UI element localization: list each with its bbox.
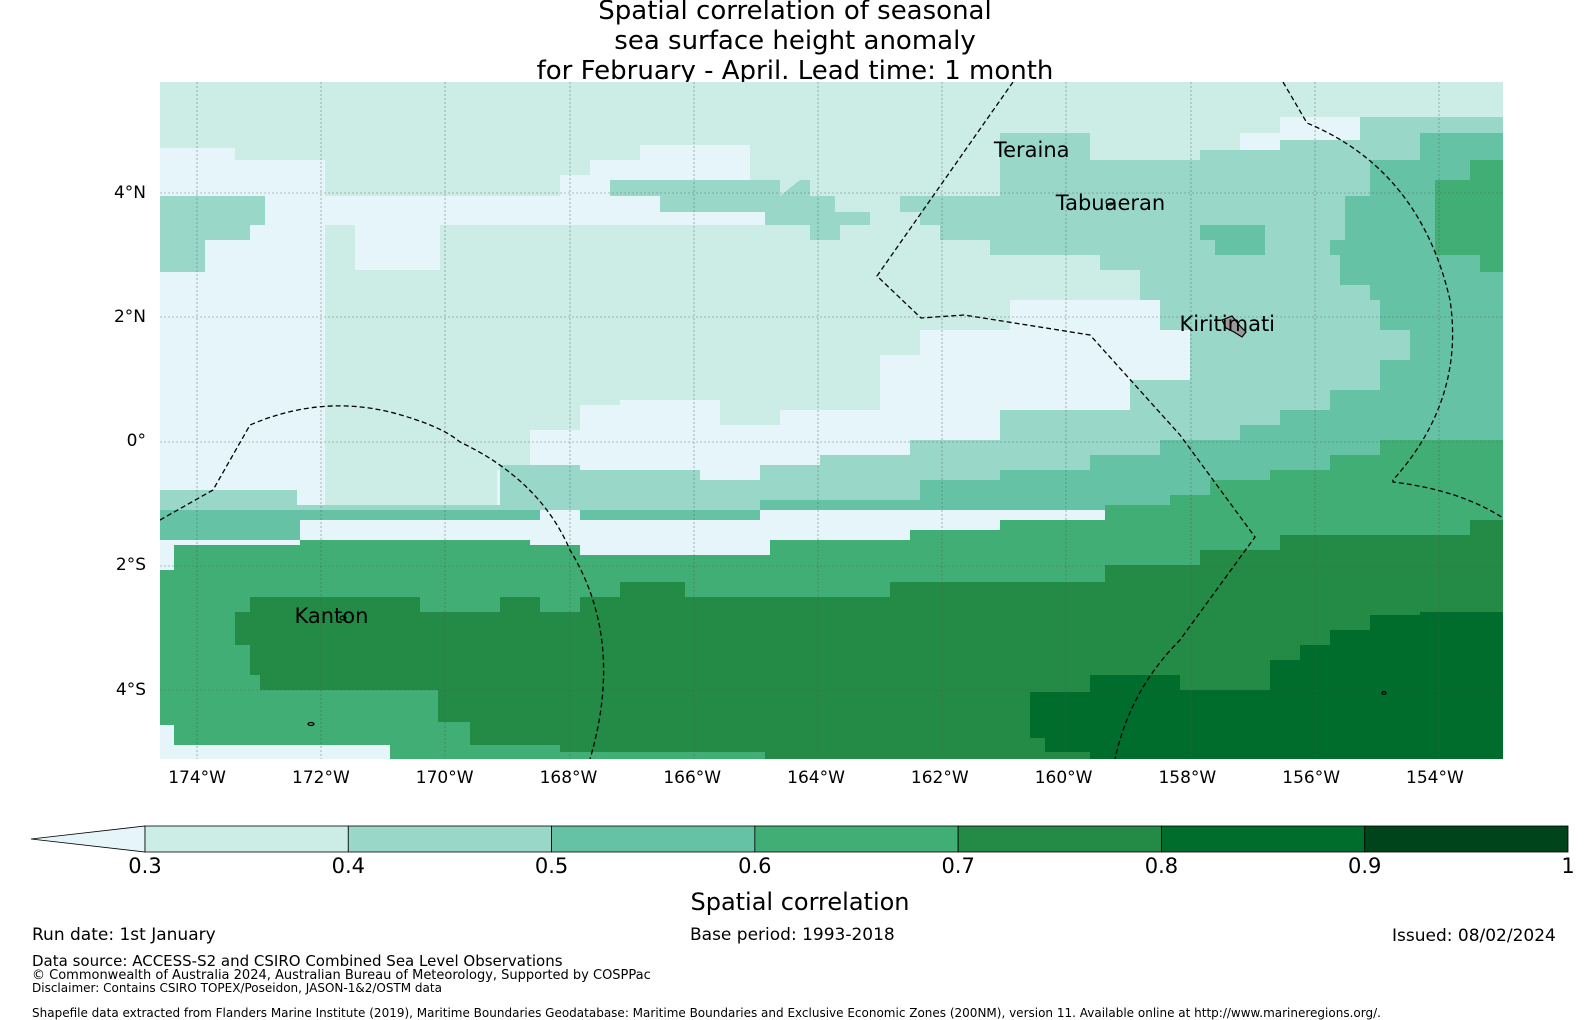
y-tick-label: 2°N	[113, 307, 146, 328]
colorbar-segment	[957, 825, 1162, 853]
x-tick-label: 158°W	[1158, 768, 1217, 788]
colorbar-tick-label: 0.9	[1348, 854, 1382, 878]
copyright: © Commonwealth of Australia 2024, Austra…	[32, 968, 651, 983]
place-label: Teraina	[993, 138, 1070, 163]
x-tick-label: 162°W	[910, 768, 969, 788]
base-period: Base period: 1993-2018	[690, 925, 895, 945]
colorbar-tick-label: 0.4	[331, 854, 365, 878]
colorbar-tick-label: 0.5	[534, 854, 569, 878]
x-tick-label: 164°W	[787, 768, 845, 788]
run-date: Run date: 1st January	[32, 925, 216, 945]
y-tick-label: 4°S	[115, 679, 146, 700]
x-tick-label: 170°W	[415, 768, 474, 788]
map-gridlines	[160, 82, 1503, 759]
place-label: Kiritimati	[1179, 312, 1276, 337]
x-tick-label: 168°W	[539, 768, 598, 788]
title-line-1: Spatial correlation of seasonal	[598, 0, 992, 26]
x-tick-label: 172°W	[292, 768, 350, 788]
islet-1	[307, 721, 315, 727]
shapefile-credit: Shapefile data extracted from Flanders M…	[32, 1006, 1381, 1020]
x-tick-label: 154°W	[1406, 768, 1464, 788]
band-0.4-0.5	[160, 117, 1503, 510]
title-line-3: for February - April. Lead time: 1 month	[536, 56, 1054, 86]
islet-2	[1381, 690, 1387, 696]
colorbar-segment	[1161, 825, 1366, 853]
eez-boundary-line-islands-east	[1282, 82, 1503, 519]
place-label: Kanton	[294, 604, 369, 629]
x-tick-label: 156°W	[1282, 768, 1341, 788]
colorbar-tick-label: 0.6	[738, 854, 772, 878]
eez-boundary-phoenix-islands	[160, 405, 605, 759]
band-0.3-0.4	[160, 82, 1503, 510]
y-tick-label: 2°S	[115, 555, 146, 576]
disclaimer: Disclaimer: Contains CSIRO TOPEX/Poseido…	[32, 981, 442, 995]
colorbar-segment	[144, 825, 349, 853]
colorbar-label: Spatial correlation	[690, 888, 910, 916]
kanton-island	[339, 615, 347, 621]
x-tick-label: 160°W	[1034, 768, 1093, 788]
correlation-map	[160, 82, 1503, 759]
y-tick-label: 0°	[126, 431, 146, 452]
colorbar-extend-arrow	[30, 825, 146, 853]
tabuaeran-island	[1105, 198, 1115, 206]
data-source: Data source: ACCESS-S2 and CSIRO Combine…	[32, 952, 563, 970]
colorbar-tick-label: 0.3	[128, 854, 162, 878]
kiritimati-island	[1221, 315, 1247, 338]
colorbar-tick-label: 1	[1561, 854, 1575, 878]
colorbar-segment	[754, 825, 959, 853]
colorbar-segment	[347, 825, 552, 853]
y-tick-label: 4°N	[113, 182, 146, 203]
colorbar-tick-label: 0.7	[941, 854, 975, 878]
x-tick-label: 166°W	[663, 768, 722, 788]
title-line-2: sea surface height anomaly	[614, 26, 976, 56]
colorbar-tick-label: 0.8	[1144, 854, 1179, 878]
colorbar-segment	[1364, 825, 1569, 853]
colorbar-segment	[551, 825, 756, 853]
band-0.8-0.9	[1030, 612, 1503, 759]
eez-boundary-line-islands-west	[876, 82, 1256, 759]
x-tick-label: 174°W	[168, 768, 226, 788]
place-label: Tabuaeran	[1055, 191, 1166, 216]
colorbar	[30, 825, 1569, 853]
issued-date: Issued: 08/02/2024	[1392, 926, 1556, 946]
